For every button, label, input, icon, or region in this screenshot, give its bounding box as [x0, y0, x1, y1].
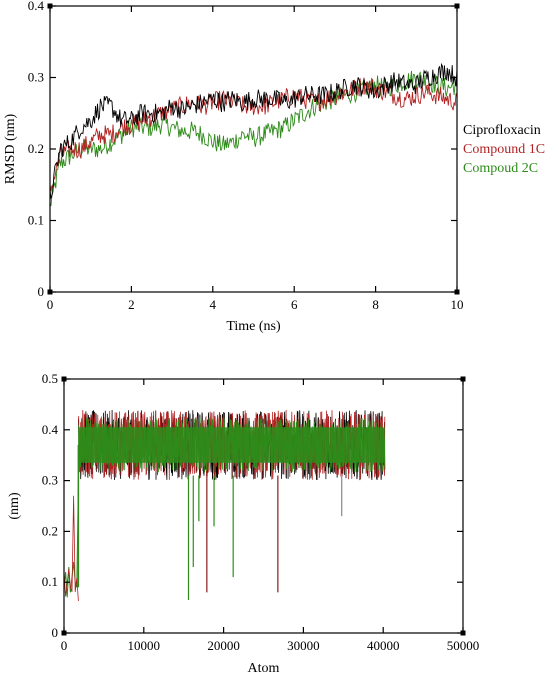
legend-entry: Compound 1C — [463, 142, 545, 157]
axis-corner-marker — [61, 376, 67, 382]
series-line — [49, 70, 458, 207]
x-tick-label: 6 — [291, 297, 298, 312]
rmsd-y-axis-label: RMSD (nm) — [3, 113, 18, 184]
x-tick-label: 0 — [61, 638, 68, 653]
atom-plot-frame — [63, 378, 464, 634]
atom-x-axis-label: Atom — [248, 661, 280, 673]
axis-corner-marker — [460, 630, 466, 636]
x-tick-label: 50000 — [447, 638, 480, 653]
x-tick-label: 10 — [451, 297, 464, 312]
rmsd-legend: Ciprofloxacin Compound 1C Compoud 2C — [463, 123, 545, 176]
series-line — [49, 62, 458, 200]
legend-entry: Ciprofloxacin — [463, 123, 541, 138]
x-tick-label: 4 — [210, 297, 217, 312]
rmsd-chart: 0 2 4 6 8 10 0 0.1 0.2 0.3 0.4 Time (ns) RMSD (nm… — [3, 0, 545, 334]
x-tick-label: 2 — [128, 297, 135, 312]
band-core — [78, 427, 385, 463]
y-tick-label: 0.1 — [28, 213, 44, 228]
y-tick-label: 0 — [38, 284, 45, 299]
axis-corner-marker — [61, 630, 67, 636]
atom-series-lines — [63, 409, 386, 602]
series-line — [49, 77, 458, 192]
x-tick-label: 10000 — [128, 638, 161, 653]
rmsd-y-axis: 0 0.1 0.2 0.3 0.4 — [28, 0, 460, 299]
x-tick-label: 0 — [47, 297, 54, 312]
atom-chart: 0 10000 20000 30000 40000 50000 0 0.1 0.2 0.3 0.4… — [7, 371, 479, 673]
rmsd-series-lines — [49, 62, 458, 207]
axis-corner-marker — [47, 289, 53, 295]
legend-entry: Compoud 2C — [463, 161, 538, 176]
x-tick-label: 40000 — [367, 638, 400, 653]
y-tick-label: 0.4 — [28, 0, 45, 13]
atom-y-axis-label: (nm) — [7, 492, 22, 520]
atom-x-axis: 0 10000 20000 30000 40000 50000 — [61, 379, 480, 653]
initial-segment-line-2 — [63, 495, 79, 602]
y-tick-label: 0 — [52, 625, 59, 640]
axis-corner-marker — [47, 3, 53, 9]
axis-corner-marker — [454, 289, 460, 295]
rmsd-x-axis-label: Time (ns) — [226, 319, 281, 334]
y-tick-label: 0.2 — [28, 141, 44, 156]
x-tick-label: 20000 — [207, 638, 240, 653]
rmsd-x-axis: 0 2 4 6 8 10 — [47, 6, 464, 312]
x-tick-label: 8 — [372, 297, 379, 312]
y-tick-label: 0.3 — [28, 70, 44, 85]
y-tick-label: 0.4 — [42, 422, 59, 437]
atom-y-axis: 0 0.1 0.2 0.3 0.4 0.5 — [42, 371, 466, 640]
axis-corner-marker — [460, 376, 466, 382]
axis-corner-marker — [454, 3, 460, 9]
y-tick-label: 0.5 — [42, 371, 58, 386]
y-tick-label: 0.3 — [42, 473, 58, 488]
x-tick-label: 30000 — [287, 638, 320, 653]
y-tick-label: 0.1 — [42, 574, 58, 589]
y-tick-label: 0.2 — [42, 523, 58, 538]
